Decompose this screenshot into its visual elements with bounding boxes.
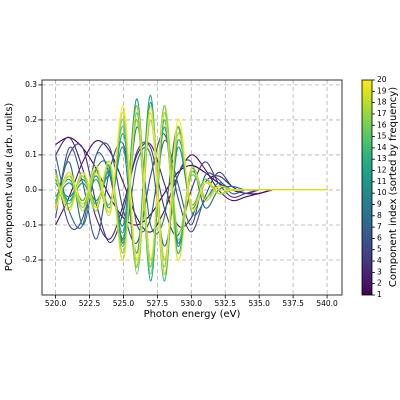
colorbar-tick-label: 13 [377,154,387,163]
colorbar-tick-label: 3 [377,267,382,276]
x-tick-label: 522.5 [79,299,101,308]
x-tick-label: 540.0 [316,299,338,308]
colorbar-tick-label: 17 [377,109,387,118]
colorbar-tick-label: 9 [377,199,382,208]
x-tick-label: 537.5 [282,299,304,308]
colorbar-tick-label: 20 [377,75,387,84]
colorbar-tick-label: 18 [377,98,387,107]
series-line [55,146,328,247]
y-tick-label: 0.0 [25,185,37,194]
colorbar [361,79,373,296]
series-line [55,105,328,275]
colorbar-tick-label: 10 [377,188,387,197]
colorbar-tick-label: 2 [377,279,382,288]
colorbar-label: Component index (sorted by frequency) [388,87,399,287]
colorbar-tick-label: 16 [377,120,387,129]
x-tick-label: 520.0 [45,299,67,308]
x-tick-label: 535.0 [248,299,270,308]
x-tick-label: 525.0 [113,299,135,308]
x-tick-label: 530.0 [181,299,203,308]
y-tick-label: -0.2 [22,255,37,264]
colorbar-tick-label: 7 [377,222,382,231]
x-tick-label: 532.5 [215,299,237,308]
y-tick-label: 0.3 [25,80,37,89]
x-axis-label: Photon energy (eV) [144,309,241,320]
colorbar-tick-label: 12 [377,166,387,175]
colorbar-tick-label: 15 [377,132,387,141]
colorbar-tick-label: 11 [377,177,387,186]
x-tick-label: 527.5 [147,299,169,308]
y-tick-label: 0.1 [25,150,37,159]
colorbar-tick-label: 1 [377,290,382,299]
y-tick-label: 0.2 [25,115,37,124]
colorbar-tick-label: 5 [377,245,382,254]
plot-frame [41,79,343,296]
colorbar-tick-label: 4 [377,256,382,265]
y-axis-label: PCA component value (arb. units) [4,103,15,272]
colorbar-tick-label: 8 [377,211,382,220]
y-tick-label: -0.1 [22,220,37,229]
colorbar-tick-label: 14 [377,143,387,152]
colorbar-tick-label: 19 [377,86,387,95]
colorbar-tick-label: 6 [377,233,382,242]
